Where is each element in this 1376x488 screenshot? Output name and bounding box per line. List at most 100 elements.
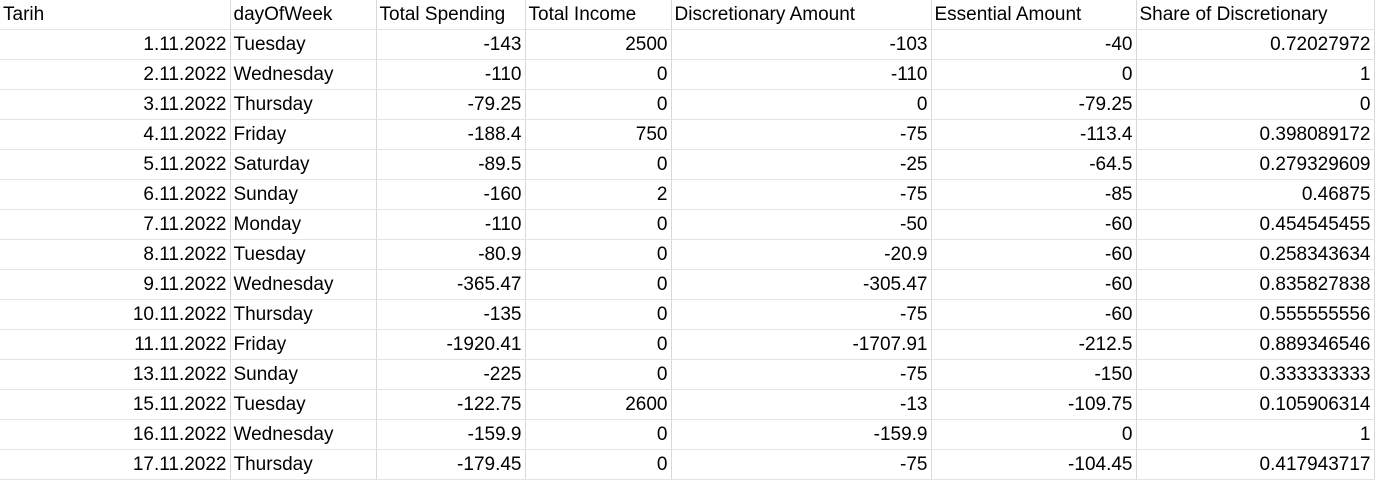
cell-total-income[interactable]: 0 [525, 89, 672, 120]
cell-total-spending[interactable]: -159.9 [376, 419, 526, 450]
cell-total-income[interactable]: 0 [525, 239, 672, 270]
cell-essential-amount[interactable]: -150 [931, 359, 1137, 390]
cell-share-of-discretionary[interactable]: 0.417943717 [1136, 449, 1375, 480]
cell-total-income[interactable]: 0 [525, 299, 672, 330]
cell-total-spending[interactable]: -225 [376, 359, 526, 390]
cell-discretionary-amount[interactable]: -13 [671, 389, 932, 420]
cell-share-of-discretionary[interactable]: 0.105906314 [1136, 389, 1375, 420]
cell-tarih[interactable]: 3.11.2022 [0, 89, 231, 120]
cell-share-of-discretionary[interactable]: 0.72027972 [1136, 29, 1375, 60]
cell-discretionary-amount[interactable]: -75 [671, 299, 932, 330]
cell-total-income[interactable]: 0 [525, 269, 672, 300]
cell-total-spending[interactable]: -365.47 [376, 269, 526, 300]
cell-tarih[interactable]: 6.11.2022 [0, 179, 231, 210]
cell-total-income[interactable]: 0 [525, 209, 672, 240]
cell-essential-amount[interactable]: -104.45 [931, 449, 1137, 480]
cell-day-of-week[interactable]: Saturday [230, 149, 377, 180]
cell-share-of-discretionary[interactable]: 0.398089172 [1136, 119, 1375, 150]
cell-total-income[interactable]: 0 [525, 329, 672, 360]
cell-essential-amount[interactable]: -79.25 [931, 89, 1137, 120]
header-cell-total-spending[interactable]: Total Spending [376, 0, 526, 30]
cell-total-income[interactable]: 0 [525, 359, 672, 390]
cell-tarih[interactable]: 17.11.2022 [0, 449, 231, 480]
cell-discretionary-amount[interactable]: -103 [671, 29, 932, 60]
cell-essential-amount[interactable]: -60 [931, 269, 1137, 300]
cell-essential-amount[interactable]: -212.5 [931, 329, 1137, 360]
cell-discretionary-amount[interactable]: -20.9 [671, 239, 932, 270]
cell-share-of-discretionary[interactable]: 1 [1136, 419, 1375, 450]
cell-total-spending[interactable]: -110 [376, 59, 526, 90]
cell-discretionary-amount[interactable]: -50 [671, 209, 932, 240]
cell-day-of-week[interactable]: Wednesday [230, 419, 377, 450]
cell-tarih[interactable]: 8.11.2022 [0, 239, 231, 270]
cell-essential-amount[interactable]: -40 [931, 29, 1137, 60]
cell-tarih[interactable]: 1.11.2022 [0, 29, 231, 60]
cell-essential-amount[interactable]: -60 [931, 299, 1137, 330]
cell-total-income[interactable]: 2500 [525, 29, 672, 60]
cell-tarih[interactable]: 5.11.2022 [0, 149, 231, 180]
cell-total-spending[interactable]: -110 [376, 209, 526, 240]
cell-day-of-week[interactable]: Thursday [230, 89, 377, 120]
cell-day-of-week[interactable]: Friday [230, 329, 377, 360]
cell-discretionary-amount[interactable]: -75 [671, 119, 932, 150]
cell-tarih[interactable]: 7.11.2022 [0, 209, 231, 240]
cell-discretionary-amount[interactable]: -75 [671, 359, 932, 390]
cell-day-of-week[interactable]: Tuesday [230, 29, 377, 60]
cell-discretionary-amount[interactable]: -159.9 [671, 419, 932, 450]
cell-day-of-week[interactable]: Wednesday [230, 269, 377, 300]
cell-share-of-discretionary[interactable]: 0.454545455 [1136, 209, 1375, 240]
cell-share-of-discretionary[interactable]: 0.46875 [1136, 179, 1375, 210]
cell-essential-amount[interactable]: -60 [931, 209, 1137, 240]
cell-total-income[interactable]: 0 [525, 59, 672, 90]
cell-essential-amount[interactable]: 0 [931, 419, 1137, 450]
cell-essential-amount[interactable]: -64.5 [931, 149, 1137, 180]
cell-share-of-discretionary[interactable]: 0.889346546 [1136, 329, 1375, 360]
cell-day-of-week[interactable]: Thursday [230, 299, 377, 330]
cell-essential-amount[interactable]: -109.75 [931, 389, 1137, 420]
cell-discretionary-amount[interactable]: -25 [671, 149, 932, 180]
cell-total-spending[interactable]: -135 [376, 299, 526, 330]
cell-share-of-discretionary[interactable]: 0 [1136, 89, 1375, 120]
cell-discretionary-amount[interactable]: -75 [671, 449, 932, 480]
cell-day-of-week[interactable]: Sunday [230, 179, 377, 210]
cell-share-of-discretionary[interactable]: 0.835827838 [1136, 269, 1375, 300]
cell-total-spending[interactable]: -89.5 [376, 149, 526, 180]
cell-share-of-discretionary[interactable]: 1 [1136, 59, 1375, 90]
cell-total-spending[interactable]: -1920.41 [376, 329, 526, 360]
cell-day-of-week[interactable]: Tuesday [230, 389, 377, 420]
cell-total-income[interactable]: 2 [525, 179, 672, 210]
cell-day-of-week[interactable]: Tuesday [230, 239, 377, 270]
cell-tarih[interactable]: 11.11.2022 [0, 329, 231, 360]
cell-discretionary-amount[interactable]: -75 [671, 179, 932, 210]
header-cell-share-of-discretionary[interactable]: Share of Discretionary [1136, 0, 1375, 30]
cell-tarih[interactable]: 4.11.2022 [0, 119, 231, 150]
header-cell-tarih[interactable]: Tarih [0, 0, 231, 30]
cell-discretionary-amount[interactable]: -305.47 [671, 269, 932, 300]
cell-day-of-week[interactable]: Wednesday [230, 59, 377, 90]
cell-tarih[interactable]: 13.11.2022 [0, 359, 231, 390]
cell-total-income[interactable]: 750 [525, 119, 672, 150]
cell-discretionary-amount[interactable]: -1707.91 [671, 329, 932, 360]
cell-tarih[interactable]: 16.11.2022 [0, 419, 231, 450]
cell-total-spending[interactable]: -80.9 [376, 239, 526, 270]
cell-share-of-discretionary[interactable]: 0.555555556 [1136, 299, 1375, 330]
cell-discretionary-amount[interactable]: -110 [671, 59, 932, 90]
cell-total-spending[interactable]: -143 [376, 29, 526, 60]
header-cell-total-income[interactable]: Total Income [525, 0, 672, 30]
header-cell-essential-amount[interactable]: Essential Amount [931, 0, 1137, 30]
cell-day-of-week[interactable]: Sunday [230, 359, 377, 390]
cell-share-of-discretionary[interactable]: 0.258343634 [1136, 239, 1375, 270]
cell-tarih[interactable]: 2.11.2022 [0, 59, 231, 90]
cell-essential-amount[interactable]: -60 [931, 239, 1137, 270]
cell-total-spending[interactable]: -179.45 [376, 449, 526, 480]
cell-day-of-week[interactable]: Thursday [230, 449, 377, 480]
cell-discretionary-amount[interactable]: 0 [671, 89, 932, 120]
cell-total-spending[interactable]: -188.4 [376, 119, 526, 150]
cell-day-of-week[interactable]: Friday [230, 119, 377, 150]
cell-essential-amount[interactable]: 0 [931, 59, 1137, 90]
cell-total-spending[interactable]: -160 [376, 179, 526, 210]
cell-essential-amount[interactable]: -113.4 [931, 119, 1137, 150]
cell-total-spending[interactable]: -79.25 [376, 89, 526, 120]
cell-tarih[interactable]: 9.11.2022 [0, 269, 231, 300]
cell-total-income[interactable]: 0 [525, 419, 672, 450]
